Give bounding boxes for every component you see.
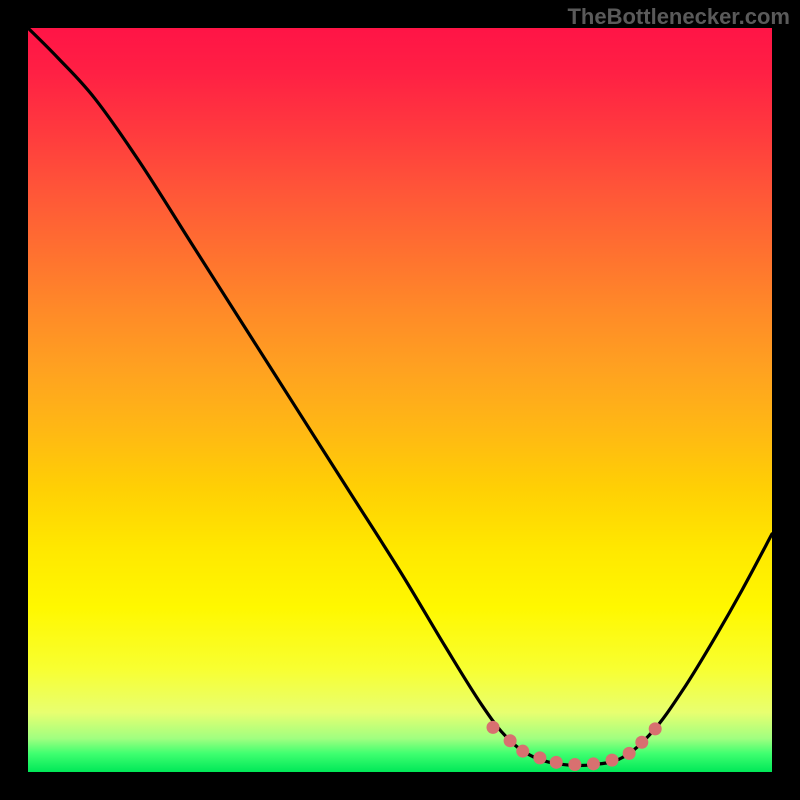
plot-background: [28, 28, 772, 772]
trough-dot: [635, 736, 648, 749]
trough-dot: [649, 722, 662, 735]
trough-dot: [568, 758, 581, 771]
trough-dot: [533, 751, 546, 764]
trough-dot: [606, 754, 619, 767]
trough-dot: [516, 745, 529, 758]
bottleneck-chart: [0, 0, 800, 800]
chart-frame: TheBottlenecker.com: [0, 0, 800, 800]
trough-dot: [550, 756, 563, 769]
watermark-text: TheBottlenecker.com: [567, 4, 790, 30]
trough-dot: [623, 747, 636, 760]
trough-dot: [487, 721, 500, 734]
trough-dot: [504, 734, 517, 747]
trough-dot: [587, 757, 600, 770]
